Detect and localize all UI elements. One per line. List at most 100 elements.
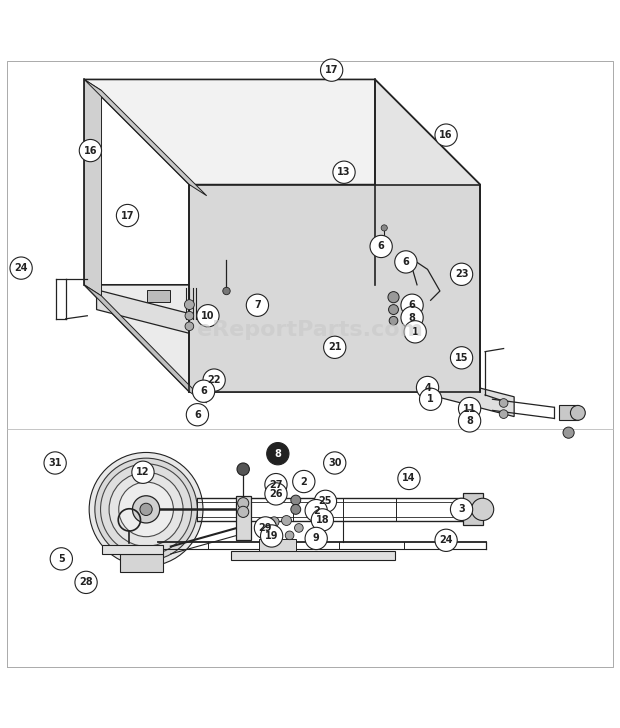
- Text: 7: 7: [254, 300, 261, 310]
- Circle shape: [291, 505, 301, 514]
- Circle shape: [389, 304, 399, 314]
- Text: 1: 1: [427, 395, 434, 404]
- Circle shape: [293, 470, 315, 493]
- Circle shape: [417, 376, 439, 399]
- Circle shape: [471, 498, 494, 521]
- Text: 6: 6: [194, 410, 201, 420]
- Text: 23: 23: [455, 269, 468, 280]
- Circle shape: [133, 496, 160, 523]
- Circle shape: [499, 410, 508, 419]
- Circle shape: [395, 250, 417, 273]
- Text: 22: 22: [207, 375, 221, 385]
- Text: 3: 3: [458, 505, 465, 515]
- Text: 6: 6: [402, 257, 409, 267]
- Circle shape: [10, 257, 32, 280]
- Text: 14: 14: [402, 473, 416, 483]
- Polygon shape: [84, 285, 206, 403]
- Polygon shape: [189, 185, 480, 392]
- Text: 31: 31: [48, 458, 62, 468]
- Circle shape: [186, 403, 208, 426]
- Circle shape: [119, 482, 174, 537]
- Circle shape: [378, 239, 391, 250]
- Polygon shape: [375, 79, 480, 392]
- Circle shape: [305, 527, 327, 550]
- Circle shape: [450, 347, 472, 369]
- Text: 16: 16: [440, 130, 453, 140]
- Text: 9: 9: [313, 534, 319, 543]
- Circle shape: [285, 531, 294, 539]
- Circle shape: [117, 205, 139, 226]
- Circle shape: [223, 288, 230, 295]
- Text: 15: 15: [455, 353, 468, 363]
- Text: 2: 2: [301, 477, 307, 486]
- Circle shape: [435, 529, 457, 551]
- Circle shape: [294, 523, 303, 532]
- Circle shape: [401, 294, 423, 317]
- Polygon shape: [559, 405, 578, 420]
- Text: 21: 21: [328, 342, 342, 352]
- Circle shape: [265, 473, 287, 496]
- Circle shape: [237, 463, 249, 475]
- Text: 2: 2: [313, 506, 319, 515]
- Circle shape: [314, 490, 337, 513]
- Text: 30: 30: [328, 458, 342, 468]
- Polygon shape: [97, 290, 514, 416]
- Circle shape: [404, 321, 427, 343]
- Circle shape: [420, 388, 442, 411]
- Text: 10: 10: [201, 311, 215, 321]
- Circle shape: [44, 452, 66, 474]
- Text: 6: 6: [200, 387, 207, 396]
- Circle shape: [89, 453, 203, 566]
- Polygon shape: [259, 539, 296, 551]
- Text: 16: 16: [84, 146, 97, 156]
- Circle shape: [324, 452, 346, 474]
- Polygon shape: [120, 554, 164, 572]
- Text: 17: 17: [325, 66, 339, 75]
- Text: 8: 8: [409, 312, 415, 323]
- Circle shape: [370, 235, 392, 258]
- Text: eReportParts.com: eReportParts.com: [197, 320, 423, 340]
- Text: 6: 6: [378, 242, 384, 251]
- Polygon shape: [84, 79, 480, 185]
- Text: 25: 25: [319, 496, 332, 507]
- Circle shape: [333, 161, 355, 183]
- Circle shape: [265, 483, 287, 505]
- Circle shape: [203, 369, 225, 391]
- Circle shape: [95, 458, 197, 561]
- Circle shape: [389, 317, 398, 325]
- Circle shape: [450, 498, 472, 521]
- Text: 11: 11: [463, 403, 476, 414]
- Text: 1: 1: [412, 327, 418, 337]
- Text: 24: 24: [14, 263, 28, 273]
- Circle shape: [281, 515, 291, 526]
- Text: 13: 13: [337, 167, 351, 177]
- Circle shape: [499, 399, 508, 407]
- Circle shape: [324, 336, 346, 358]
- Polygon shape: [236, 496, 250, 540]
- Text: 17: 17: [121, 210, 135, 221]
- Circle shape: [184, 300, 194, 309]
- Text: 28: 28: [79, 577, 93, 587]
- Text: 24: 24: [440, 535, 453, 545]
- Circle shape: [311, 509, 334, 531]
- Text: 26: 26: [269, 489, 283, 499]
- Circle shape: [450, 263, 472, 285]
- Polygon shape: [84, 79, 206, 196]
- Polygon shape: [84, 285, 480, 392]
- Text: 6: 6: [409, 300, 415, 310]
- Circle shape: [401, 306, 423, 329]
- Circle shape: [100, 464, 192, 555]
- Circle shape: [246, 294, 268, 317]
- Circle shape: [132, 461, 154, 483]
- Circle shape: [237, 498, 249, 509]
- Text: 4: 4: [424, 382, 431, 392]
- Circle shape: [260, 525, 283, 547]
- Polygon shape: [84, 79, 102, 296]
- Text: 8: 8: [466, 416, 473, 426]
- Circle shape: [269, 517, 279, 526]
- Polygon shape: [102, 545, 164, 554]
- Circle shape: [185, 322, 193, 331]
- Circle shape: [79, 140, 102, 162]
- Circle shape: [197, 304, 219, 327]
- Circle shape: [254, 517, 277, 539]
